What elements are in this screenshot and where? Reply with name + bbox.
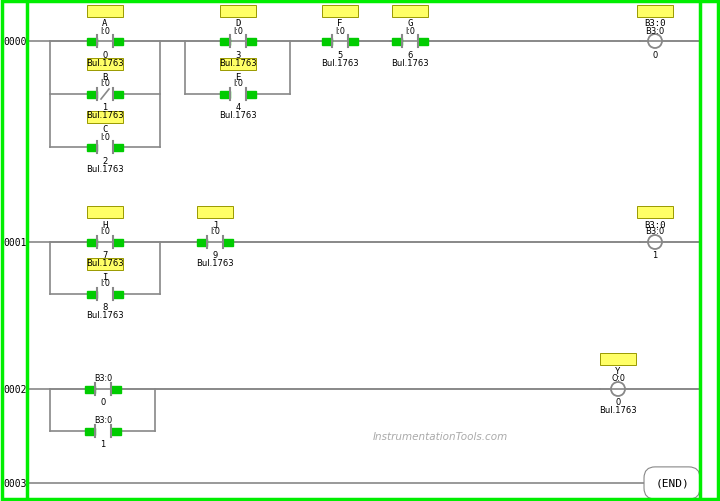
Text: 0: 0 — [100, 398, 106, 407]
Text: I:0: I:0 — [210, 227, 220, 236]
Bar — [392, 39, 402, 46]
Text: Bul.1763: Bul.1763 — [86, 311, 124, 320]
Text: I:0: I:0 — [233, 79, 243, 88]
Text: B3:0: B3:0 — [644, 220, 666, 229]
Text: O:0: O:0 — [611, 374, 625, 383]
Text: Bul.1763: Bul.1763 — [321, 59, 359, 67]
Text: E: E — [235, 72, 240, 81]
Bar — [223, 239, 233, 246]
Bar — [220, 39, 230, 46]
Bar — [85, 386, 95, 393]
Text: B3:0: B3:0 — [645, 227, 665, 236]
Text: I:0: I:0 — [100, 227, 110, 236]
Text: Bul.1763: Bul.1763 — [599, 406, 636, 415]
Bar — [637, 206, 673, 218]
Bar — [111, 428, 121, 435]
Bar — [322, 6, 358, 18]
Bar — [113, 291, 123, 298]
Text: A: A — [102, 20, 108, 29]
Text: (END): (END) — [655, 478, 689, 488]
Text: B3:0: B3:0 — [645, 27, 665, 36]
Bar — [637, 6, 673, 18]
Bar — [87, 206, 123, 218]
Text: 0003: 0003 — [4, 478, 27, 488]
Text: I:0: I:0 — [100, 279, 110, 288]
Bar — [220, 6, 256, 18]
Bar — [246, 39, 256, 46]
Text: 0001: 0001 — [4, 237, 27, 247]
Bar — [600, 353, 636, 365]
Text: 4: 4 — [235, 103, 240, 112]
Text: 0: 0 — [102, 51, 107, 60]
Bar — [87, 291, 97, 298]
Text: Bul.1763: Bul.1763 — [86, 111, 124, 120]
Bar — [85, 428, 95, 435]
Text: Y: Y — [616, 367, 621, 376]
Bar — [113, 144, 123, 151]
Bar — [87, 112, 123, 124]
Bar — [246, 91, 256, 98]
Bar — [87, 91, 97, 98]
Bar — [197, 206, 233, 218]
Text: B: B — [102, 72, 108, 81]
Text: I:0: I:0 — [100, 79, 110, 88]
Text: Bul.1763: Bul.1763 — [219, 111, 257, 120]
Text: InstrumentationTools.com: InstrumentationTools.com — [372, 431, 508, 441]
Text: 8: 8 — [102, 303, 108, 312]
Text: B3:0: B3:0 — [94, 374, 112, 383]
Text: 1: 1 — [102, 103, 107, 112]
Text: 6: 6 — [408, 51, 413, 60]
Text: Bul.1763: Bul.1763 — [196, 259, 234, 268]
Text: I:0: I:0 — [100, 27, 110, 36]
Bar — [87, 144, 97, 151]
Text: C: C — [102, 125, 108, 134]
Text: B3:0: B3:0 — [644, 20, 666, 29]
Text: 1: 1 — [652, 251, 657, 260]
Text: Bul.1763: Bul.1763 — [86, 164, 124, 173]
Text: Bul.1763: Bul.1763 — [86, 59, 124, 67]
Bar — [348, 39, 358, 46]
Text: Bul.1763: Bul.1763 — [219, 59, 257, 67]
Text: I:0: I:0 — [405, 27, 415, 36]
Text: I:0: I:0 — [100, 132, 110, 141]
Bar — [111, 386, 121, 393]
Bar — [113, 39, 123, 46]
Bar — [392, 6, 428, 18]
Text: I:0: I:0 — [335, 27, 345, 36]
Text: 5: 5 — [338, 51, 343, 60]
Text: B3:0: B3:0 — [94, 416, 112, 425]
Bar — [418, 39, 428, 46]
Text: 3: 3 — [235, 51, 240, 60]
Text: 1: 1 — [100, 439, 106, 448]
Text: 7: 7 — [102, 251, 108, 260]
Text: F: F — [337, 20, 343, 29]
Text: H: H — [102, 220, 108, 229]
Bar — [87, 59, 123, 71]
Bar — [87, 6, 123, 18]
Text: 0002: 0002 — [4, 384, 27, 394]
Text: 2: 2 — [102, 156, 107, 165]
Text: 0: 0 — [616, 398, 621, 407]
Bar — [87, 39, 97, 46]
Text: D: D — [235, 20, 240, 29]
Bar — [113, 91, 123, 98]
Text: I: I — [102, 272, 108, 281]
Text: Bul.1763: Bul.1763 — [86, 259, 124, 268]
Text: 0000: 0000 — [4, 37, 27, 47]
Text: G: G — [408, 20, 413, 29]
Text: 0: 0 — [652, 51, 657, 60]
Text: I:0: I:0 — [233, 27, 243, 36]
Bar — [87, 239, 97, 246]
Bar — [220, 91, 230, 98]
Bar — [220, 59, 256, 71]
Bar — [197, 239, 207, 246]
Bar — [113, 239, 123, 246]
Text: J: J — [212, 220, 217, 229]
Bar — [322, 39, 332, 46]
Text: 9: 9 — [212, 251, 217, 260]
Bar — [87, 259, 123, 271]
Text: Bul.1763: Bul.1763 — [391, 59, 429, 67]
